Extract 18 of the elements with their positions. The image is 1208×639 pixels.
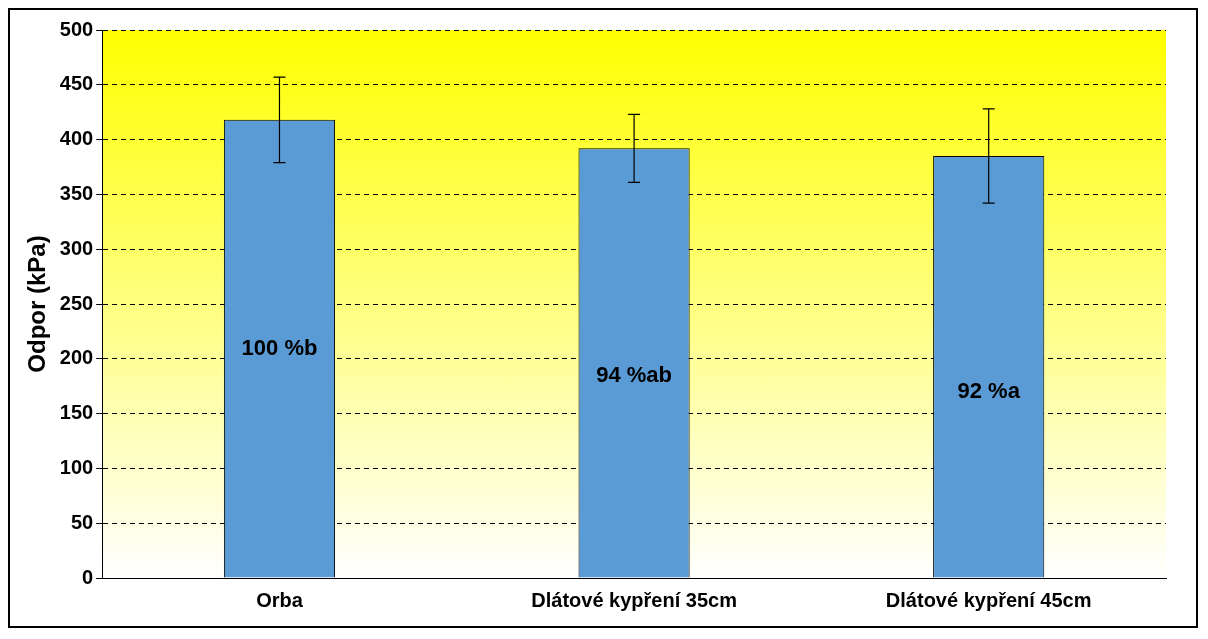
y-tick-label: 100 [59,455,94,478]
y-tick-label: 150 [59,401,94,424]
y-tick-label: 500 [59,17,94,40]
y-tick-label: 0 [82,565,94,588]
annotation: 100 %b [241,334,318,360]
y-tick-label: 300 [59,236,94,259]
y-axis-title: Odpor (kPa) [23,235,51,373]
y-tick-label: 350 [59,181,94,204]
y-tick-label: 50 [70,510,94,533]
y-tick-label: 400 [59,127,94,150]
x-tick-label: Dlátové kypření 35cm [531,588,737,611]
y-tick-label: 450 [59,72,94,95]
x-tick-label: Dlátové kypření 45cm [885,588,1092,611]
y-tick-label: 200 [59,346,94,369]
x-tick-label: Orba [256,588,304,611]
annotation: 92 %a [957,378,1021,404]
y-tick-label: 250 [59,291,94,314]
annotation: 94 %ab [596,361,672,387]
